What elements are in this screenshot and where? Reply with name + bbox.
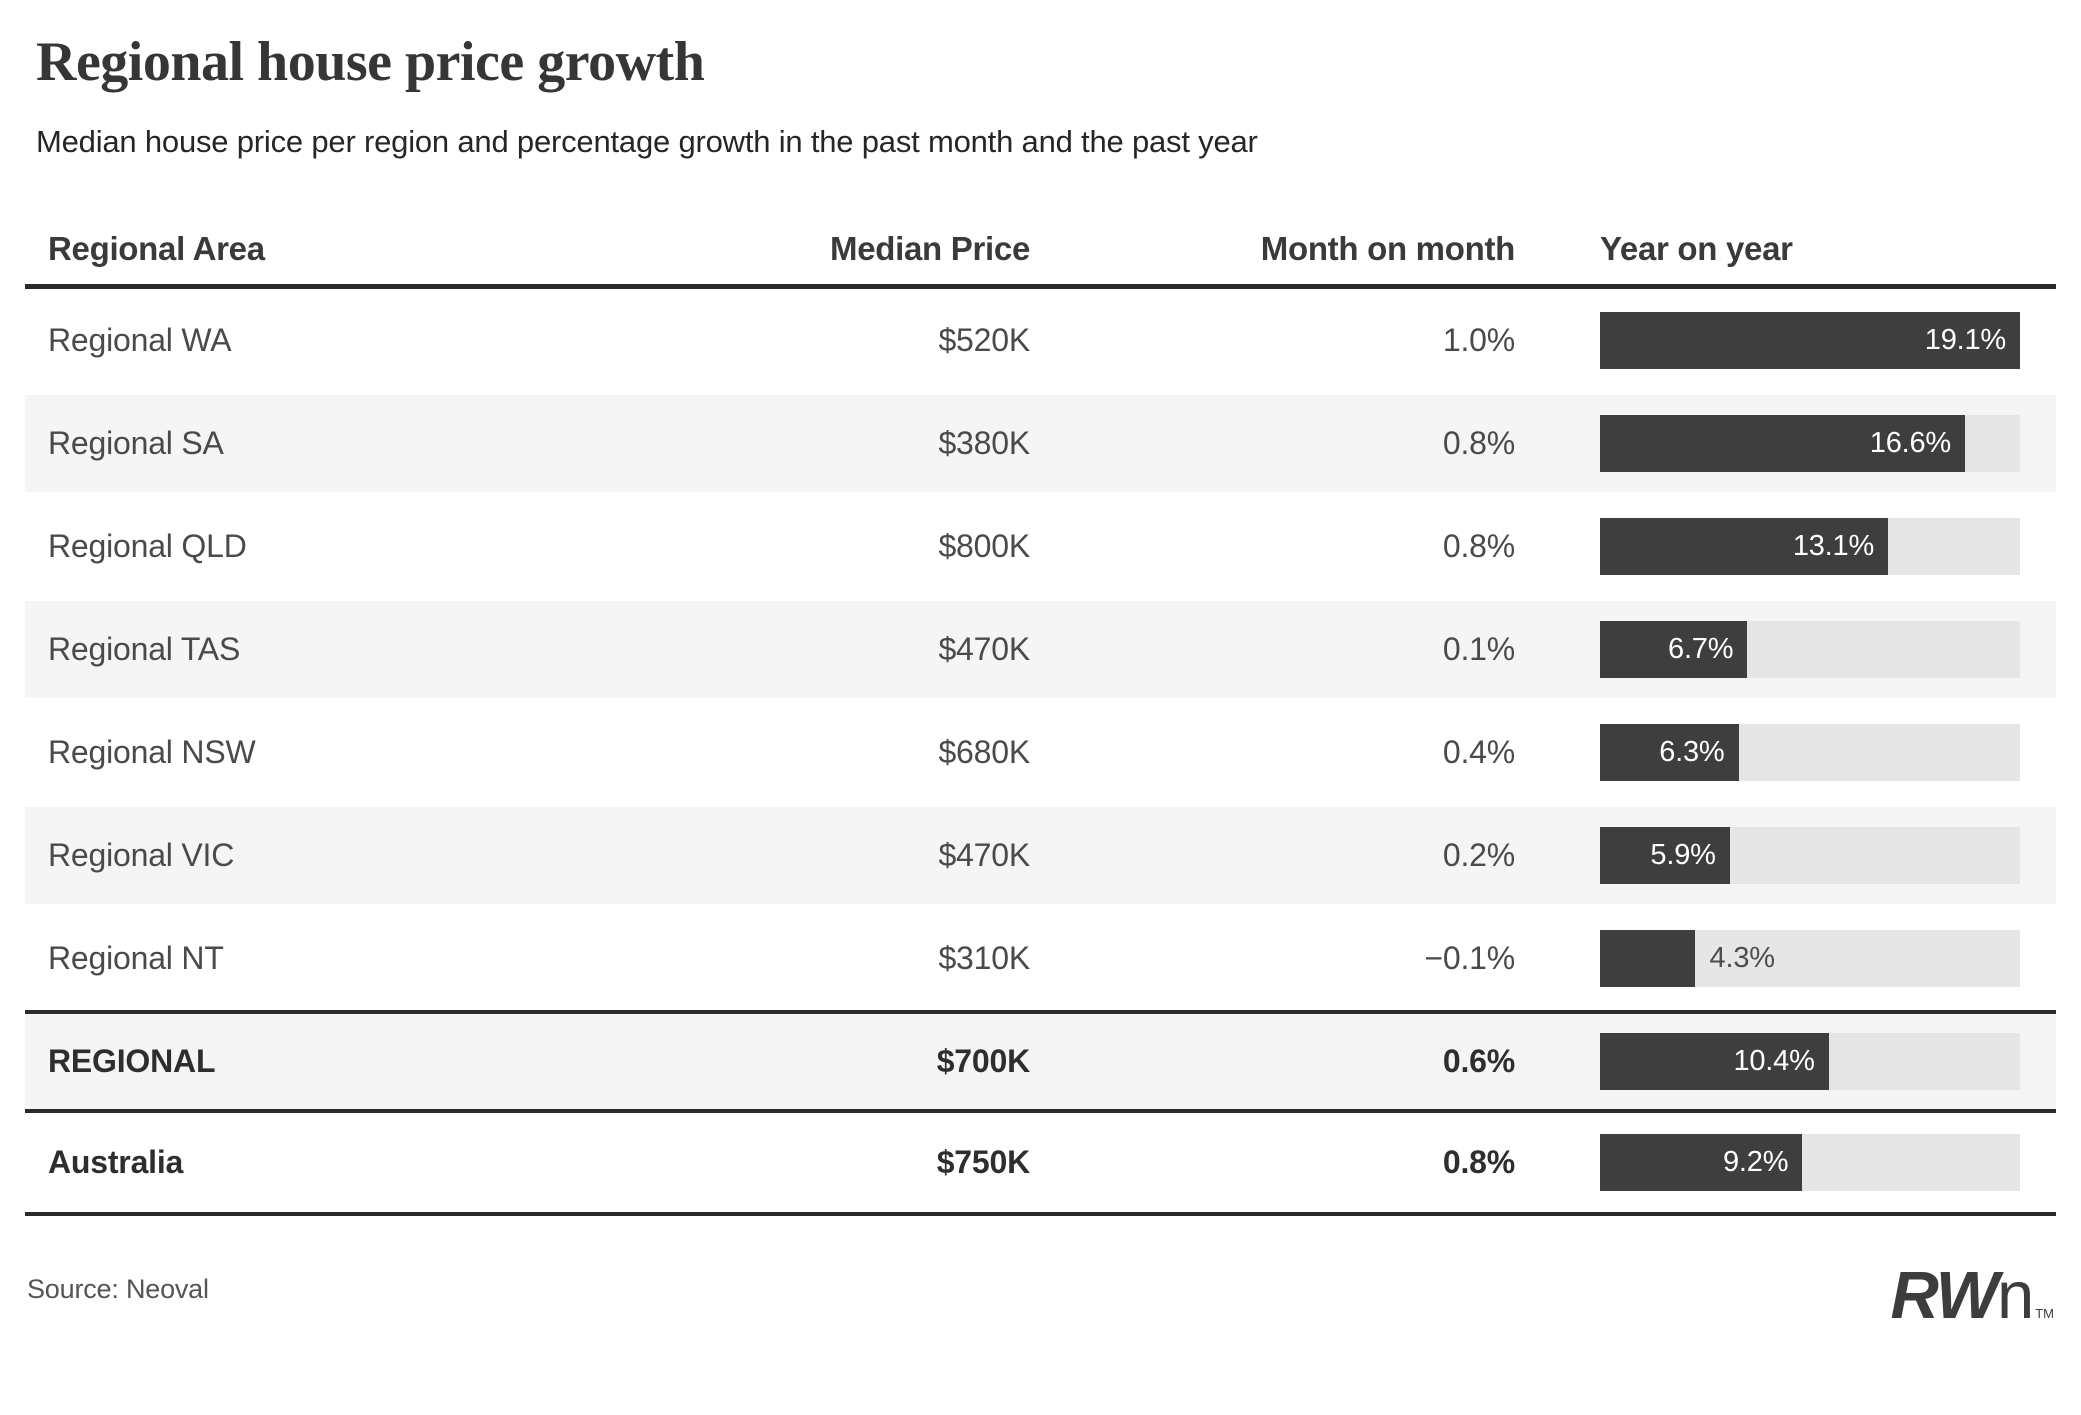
- yoy-bar: 4.3%: [1600, 930, 1775, 987]
- rwn-logo-n: n: [1996, 1258, 2034, 1333]
- yoy-bar: 10.4%: [1600, 1033, 1829, 1090]
- table-row-australia: Australia $750K 0.8% 9.2%: [25, 1113, 2056, 1216]
- area-label: Regional WA: [48, 322, 232, 358]
- yoy-bar-track: 5.9%: [1600, 827, 2020, 884]
- column-header-regional-area: Regional Area: [48, 230, 265, 267]
- rwn-logo-rw: RW: [1890, 1258, 1999, 1333]
- page-footer: Source: Neoval RWn TM: [25, 1262, 2056, 1329]
- median-price-value: $700K: [936, 1043, 1031, 1079]
- yoy-bar-label: 10.4%: [1733, 1045, 1815, 1077]
- median-price-value: $470K: [938, 837, 1030, 873]
- yoy-bar-track: 6.7%: [1600, 621, 2020, 678]
- yoy-bar-label: 16.6%: [1869, 427, 1952, 459]
- yoy-bar: 13.1%: [1600, 518, 1889, 575]
- column-header-median-price: Median Price: [830, 230, 1030, 267]
- area-label: Regional NSW: [48, 734, 256, 770]
- median-price-value: $750K: [936, 1144, 1031, 1180]
- yoy-bar-label: 4.3%: [1709, 942, 1776, 974]
- yoy-bar-track: 19.1%: [1600, 312, 2020, 369]
- median-price-value: $380K: [938, 425, 1030, 461]
- yoy-bar-track: 10.4%: [1600, 1033, 2020, 1090]
- year-on-year-cell: 9.2%: [1515, 1134, 2056, 1191]
- yoy-bar-label: 6.7%: [1668, 633, 1734, 665]
- year-on-year-cell: 6.7%: [1515, 621, 2056, 678]
- yoy-bar-track: 13.1%: [1600, 518, 2020, 575]
- year-on-year-cell: 13.1%: [1515, 518, 2056, 575]
- yoy-bar-label: 19.1%: [1924, 324, 2006, 356]
- yoy-bar-track: 4.3%: [1600, 930, 2020, 987]
- table-row-regional-qld: Regional QLD $800K 0.8% 13.1%: [25, 495, 2056, 598]
- yoy-bar: 19.1%: [1600, 312, 2020, 369]
- table-row-regional-sa: Regional SA $380K 0.8% 16.6%: [25, 392, 2056, 495]
- yoy-bar-label: 9.2%: [1723, 1146, 1789, 1178]
- median-price-value: $310K: [938, 940, 1030, 976]
- month-on-month-value: 0.2%: [1442, 837, 1515, 873]
- area-label: Regional QLD: [48, 528, 247, 564]
- yoy-bar: 9.2%: [1600, 1134, 1803, 1191]
- table-row-regional-nt: Regional NT $310K −0.1% 4.3%: [25, 907, 2056, 1010]
- page-title: Regional house price growth: [36, 31, 705, 93]
- area-label: Regional TAS: [48, 631, 241, 667]
- median-price-value: $470K: [938, 631, 1030, 667]
- year-on-year-cell: 19.1%: [1515, 312, 2056, 369]
- page-subtitle: Median house price per region and percen…: [36, 124, 1258, 159]
- month-on-month-value: 0.1%: [1442, 631, 1515, 667]
- table-row-regional-vic: Regional VIC $470K 0.2% 5.9%: [25, 804, 2056, 907]
- year-on-year-cell: 16.6%: [1515, 415, 2056, 472]
- area-label: Regional VIC: [48, 837, 235, 873]
- year-on-year-cell: 6.3%: [1515, 724, 2056, 781]
- yoy-bar-label: 13.1%: [1792, 530, 1875, 562]
- median-price-value: $680K: [938, 734, 1030, 770]
- yoy-bar-track: 9.2%: [1600, 1134, 2020, 1191]
- month-on-month-value: 1.0%: [1442, 322, 1515, 358]
- table-row-regional-nsw: Regional NSW $680K 0.4% 6.3%: [25, 701, 2056, 804]
- median-price-value: $800K: [938, 528, 1030, 564]
- rwn-logo: RWn TM: [1891, 1262, 2054, 1329]
- table-row-regional-tas: Regional TAS $470K 0.1% 6.7%: [25, 598, 2056, 701]
- yoy-bar: 6.7%: [1600, 621, 1748, 678]
- column-header-year-on-year: Year on year: [1600, 230, 1793, 267]
- yoy-bar-track: 16.6%: [1600, 415, 2020, 472]
- area-label: Regional NT: [48, 940, 224, 976]
- month-on-month-value: 0.8%: [1442, 425, 1515, 461]
- month-on-month-value: 0.6%: [1442, 1043, 1515, 1079]
- column-header-month-on-month: Month on month: [1260, 230, 1516, 267]
- yoy-bar: 5.9%: [1600, 827, 1730, 884]
- area-label: REGIONAL: [48, 1043, 216, 1079]
- month-on-month-value: 0.8%: [1442, 528, 1515, 564]
- yoy-bar-label: 6.3%: [1659, 736, 1725, 768]
- area-label: Regional SA: [48, 425, 224, 461]
- month-on-month-value: 0.4%: [1442, 734, 1515, 770]
- source-note: Source: Neoval: [27, 1274, 209, 1304]
- year-on-year-cell: 4.3%: [1515, 930, 2056, 987]
- price-growth-table: Regional Area Median Price Month on mont…: [25, 217, 2056, 1216]
- yoy-bar-label: 5.9%: [1650, 839, 1716, 871]
- trademark-mark: TM: [2035, 1306, 2054, 1321]
- table-header-row: Regional Area Median Price Month on mont…: [25, 217, 2056, 289]
- yoy-bar-track: 6.3%: [1600, 724, 2020, 781]
- yoy-bar: 16.6%: [1600, 415, 1966, 472]
- median-price-value: $520K: [938, 322, 1030, 358]
- month-on-month-value: 0.8%: [1442, 1144, 1515, 1180]
- table-row-regional-wa: Regional WA $520K 1.0% 19.1%: [25, 289, 2056, 392]
- year-on-year-cell: 5.9%: [1515, 827, 2056, 884]
- area-label: Australia: [48, 1144, 184, 1180]
- table-row-regional-total: REGIONAL $700K 0.6% 10.4%: [25, 1010, 2056, 1113]
- infographic-page: Regional house price growth Median house…: [0, 30, 2081, 1415]
- yoy-bar: 6.3%: [1600, 724, 1739, 781]
- month-on-month-value: −0.1%: [1424, 940, 1515, 976]
- year-on-year-cell: 10.4%: [1515, 1033, 2056, 1090]
